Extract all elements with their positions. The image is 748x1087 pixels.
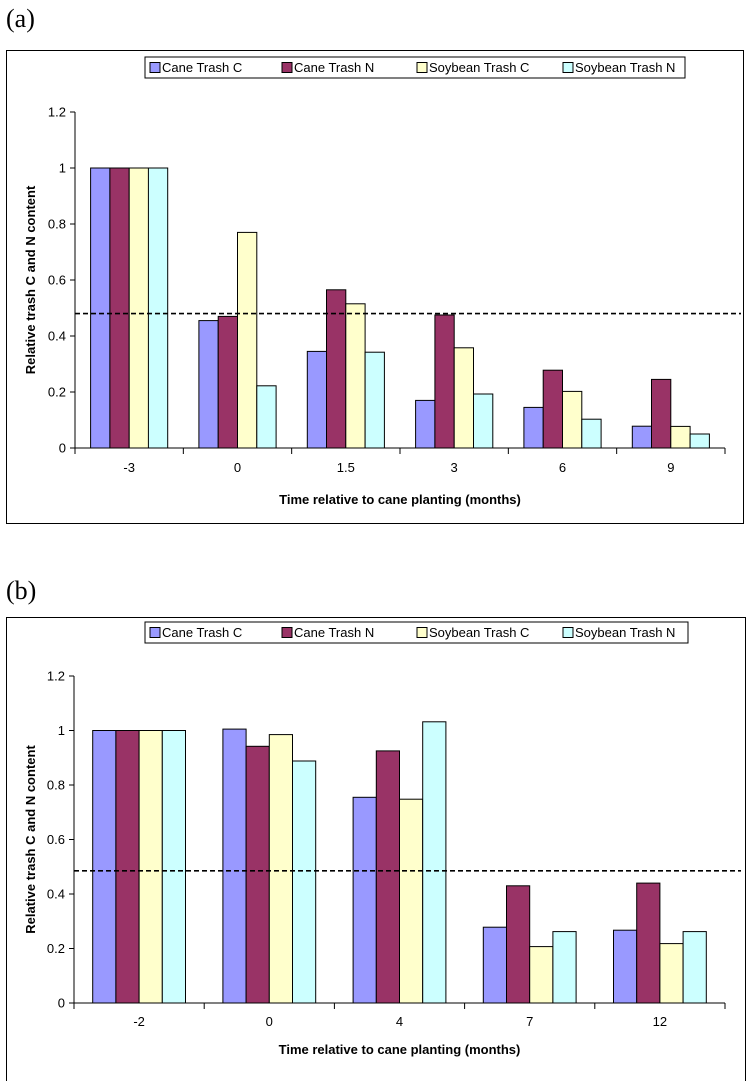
legend-swatch-cane-trash-c — [149, 627, 161, 638]
bar-cane-trash-c-2 — [306, 350, 328, 449]
bar-soybean-trash-n-1 — [292, 760, 317, 1004]
bar-cane-trash-c-5 — [631, 425, 653, 449]
x-axis-label: Time relative to cane planting (months) — [279, 1042, 521, 1057]
x-tick-label: 12 — [653, 1014, 667, 1029]
legend-swatch-soybean-trash-c — [416, 62, 428, 73]
y-tick-label: 0.8 — [47, 778, 65, 793]
bar-cane-trash-n-0 — [115, 730, 140, 1004]
bar-soybean-trash-c-0 — [128, 167, 149, 449]
bar-cane-trash-n-3 — [506, 885, 531, 1004]
chart-a-frame: 0 0.2 0.4 0.6 0.8 1 1.2 -3 0 1.5 3 6 9 Time relative … — [6, 50, 744, 524]
legend-label-soybean-trash-n: Soybean Trash N — [575, 60, 675, 75]
y-tick-label: 0.4 — [48, 329, 66, 344]
legend-label-cane-trash-n: Cane Trash N — [294, 625, 374, 640]
bar-soybean-trash-n-3 — [552, 931, 577, 1004]
legend-swatch-soybean-trash-n — [562, 627, 574, 638]
bar-cane-trash-n-3 — [434, 314, 455, 449]
bar-cane-trash-c-1 — [198, 320, 219, 449]
x-axis-label: Time relative to cane planting (months) — [279, 492, 521, 507]
y-tick-label: 1 — [59, 161, 66, 176]
y-tick-label: 0 — [59, 441, 66, 456]
bar-soybean-trash-n-3 — [473, 393, 494, 449]
y-tick-label: 0.4 — [47, 887, 65, 902]
bar-soybean-trash-c-3 — [453, 347, 475, 449]
bar-cane-trash-n-2 — [375, 750, 400, 1004]
bar-soybean-trash-n-4 — [682, 931, 707, 1004]
x-tick-label: 1.5 — [337, 460, 355, 475]
y-tick-label: 0.2 — [48, 385, 66, 400]
x-tick-label: 3 — [451, 460, 458, 475]
bar-cane-trash-n-0 — [109, 167, 130, 449]
legend-swatch-soybean-trash-c — [416, 627, 428, 638]
x-tick-label: 0 — [234, 460, 241, 475]
bar-cane-trash-c-1 — [222, 728, 247, 1004]
bar-cane-trash-c-4 — [613, 929, 638, 1004]
legend-swatch-cane-trash-n — [281, 62, 293, 73]
x-tick-label: 9 — [667, 460, 674, 475]
y-axis-label: Relative trash C and N content — [23, 745, 38, 934]
y-tick-label: 0.6 — [47, 832, 65, 847]
bar-soybean-trash-n-2 — [364, 351, 385, 449]
x-tick-label: 0 — [266, 1014, 273, 1029]
bar-cane-trash-c-3 — [482, 926, 507, 1004]
y-tick-label: 0.8 — [48, 217, 66, 232]
panel-label-b: (b) — [6, 576, 37, 605]
legend-label-cane-trash-n: Cane Trash N — [294, 60, 374, 75]
legend-label-cane-trash-c: Cane Trash C — [162, 625, 242, 640]
legend-label-soybean-trash-n: Soybean Trash N — [575, 625, 675, 640]
bar-soybean-trash-n-4 — [581, 418, 602, 449]
legend-swatch-soybean-trash-n — [562, 62, 574, 73]
legend-swatch-cane-trash-c — [149, 62, 161, 73]
bar-cane-trash-c-4 — [523, 406, 544, 449]
legend-swatch-cane-trash-n — [281, 627, 293, 638]
x-tick-label: 4 — [396, 1014, 403, 1029]
bar-cane-trash-n-1 — [245, 745, 270, 1004]
bar-soybean-trash-n-2 — [422, 721, 447, 1004]
bar-soybean-trash-n-5 — [689, 433, 710, 449]
bar-soybean-trash-c-1 — [237, 231, 258, 449]
bar-cane-trash-n-5 — [651, 378, 672, 449]
chart-b-frame: 0 0.2 0.4 0.6 0.8 1 1.2 -2 0 4 7 12 Time relative to… — [6, 617, 746, 1081]
bar-soybean-trash-c-5 — [670, 425, 691, 449]
bar-cane-trash-n-1 — [217, 315, 238, 449]
y-tick-label: 1.2 — [48, 105, 66, 120]
x-tick-label: -2 — [133, 1014, 145, 1029]
bar-soybean-trash-c-1 — [268, 734, 293, 1004]
panel-label-a: (a) — [6, 4, 35, 33]
chart-b: 0 0.2 0.4 0.6 0.8 1 1.2 -2 0 4 7 12 Time relative to… — [23, 621, 741, 1057]
legend-label-soybean-trash-c: Soybean Trash C — [429, 60, 529, 75]
bar-soybean-trash-n-1 — [256, 385, 277, 449]
bar-soybean-trash-n-0 — [161, 730, 187, 1004]
bar-soybean-trash-c-2 — [345, 303, 366, 449]
y-axis-label: Relative trash C and N content — [23, 185, 38, 374]
y-tick-label: 1 — [58, 723, 65, 738]
y-tick-label: 0.6 — [48, 273, 66, 288]
bar-cane-trash-c-3 — [415, 399, 436, 449]
bar-cane-trash-c-0 — [90, 167, 111, 449]
y-tick-label: 0.2 — [47, 941, 65, 956]
chart-a: 0 0.2 0.4 0.6 0.8 1 1.2 -3 0 1.5 3 6 9 Time relative … — [23, 56, 741, 507]
bar-soybean-trash-c-0 — [138, 730, 163, 1004]
bar-cane-trash-c-2 — [352, 796, 377, 1004]
y-tick-label: 1.2 — [47, 669, 65, 684]
bar-soybean-trash-c-2 — [399, 798, 424, 1004]
legend-box — [144, 56, 686, 79]
bar-soybean-trash-c-4 — [659, 943, 684, 1004]
bar-cane-trash-n-4 — [542, 369, 564, 449]
legend-label-cane-trash-c: Cane Trash C — [162, 60, 242, 75]
x-tick-label: -3 — [123, 460, 135, 475]
bar-soybean-trash-c-4 — [562, 390, 583, 449]
legend-label-soybean-trash-c: Soybean Trash C — [429, 625, 529, 640]
x-tick-label: 6 — [559, 460, 566, 475]
bar-soybean-trash-c-3 — [529, 946, 554, 1004]
y-tick-label: 0 — [58, 996, 65, 1011]
bar-cane-trash-n-4 — [636, 882, 661, 1004]
bar-cane-trash-c-0 — [92, 730, 117, 1004]
bar-soybean-trash-n-0 — [147, 167, 169, 449]
x-tick-label: 7 — [526, 1014, 533, 1029]
